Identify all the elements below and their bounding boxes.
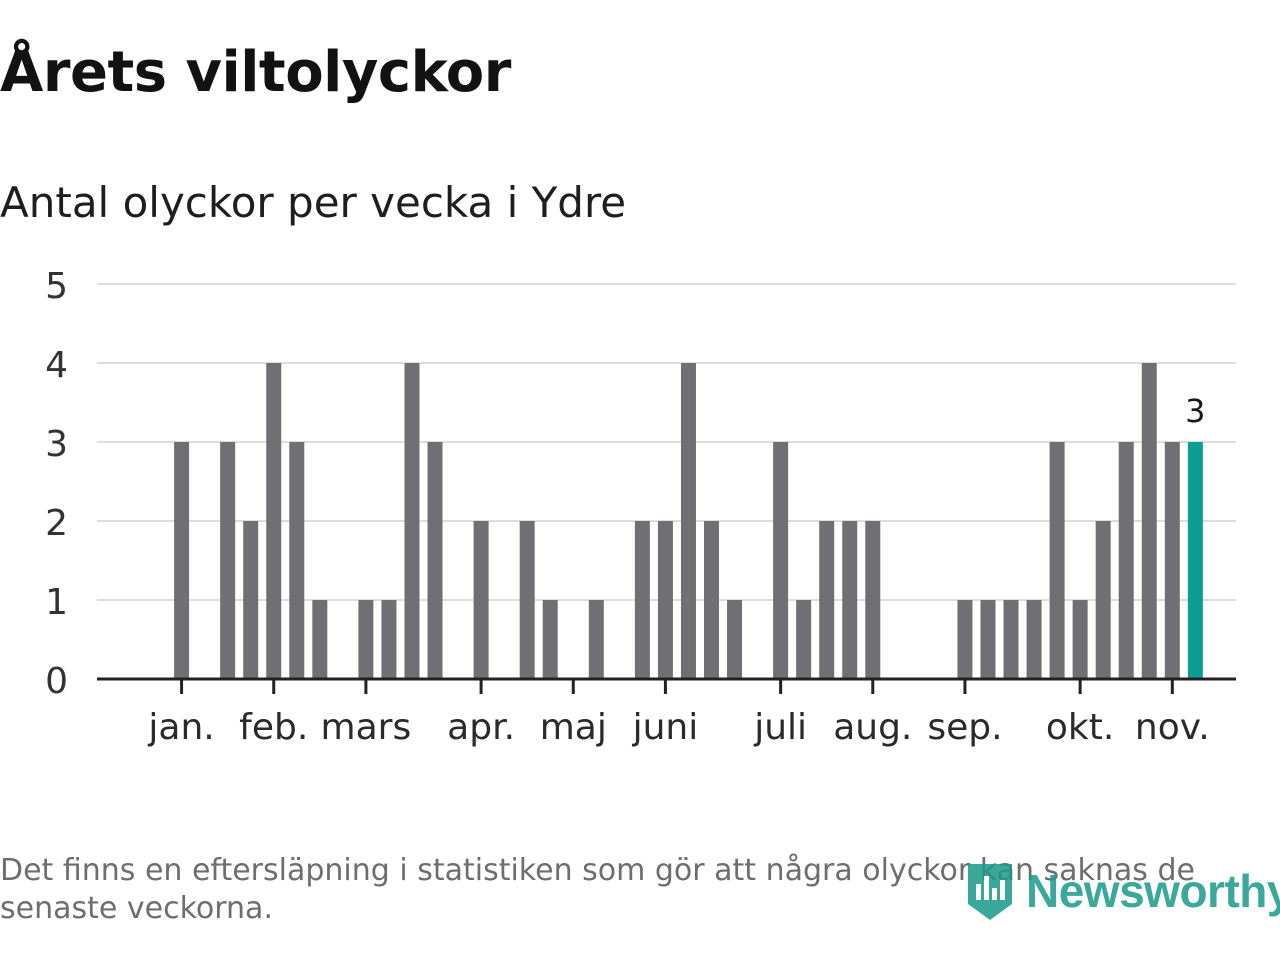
bar-week-39 — [1003, 600, 1019, 679]
bar-week-42 — [1072, 600, 1088, 679]
x-tick-label-juli: juli — [753, 707, 807, 748]
y-tick-label-3: 3 — [45, 424, 68, 465]
bar-week-9 — [312, 600, 328, 679]
x-tick-label-apr.: apr. — [447, 707, 515, 748]
bar-week-16 — [473, 521, 489, 679]
y-axis-ticks: 0 1 2 3 4 5 — [45, 266, 68, 702]
x-tick-label-sep.: sep. — [927, 707, 1002, 748]
bar-week-32 — [842, 521, 858, 679]
chart-title: Årets viltolyckor — [0, 40, 511, 105]
bars — [174, 363, 1203, 679]
bar-week-33 — [865, 521, 881, 679]
x-axis: jan. feb. mars apr. maj juni juli aug. sep. okt. n… — [97, 677, 1236, 748]
bar-week-23 — [634, 521, 650, 679]
newsworthy-bar-chart-icon — [968, 864, 1012, 920]
y-tick-label-5: 5 — [45, 266, 68, 307]
bar-week-19 — [542, 600, 558, 679]
data-labels: 3 — [1185, 392, 1205, 430]
newsworthy-logo: Newsworthy — [964, 858, 1280, 924]
bar-week-6 — [243, 521, 259, 679]
x-tick-label-nov.: nov. — [1135, 707, 1210, 748]
y-tick-label-0: 0 — [45, 661, 68, 702]
x-tick-label-feb.: feb. — [239, 707, 308, 748]
bar-week-21 — [588, 600, 604, 679]
bar-chart: 0 1 2 3 4 5 jan. feb. mars apr. maj juni juli aug. se… — [45, 266, 1236, 748]
x-tick-label-maj: maj — [540, 707, 607, 748]
x-tick-label-okt.: okt. — [1046, 707, 1114, 748]
bar-week-5 — [220, 442, 236, 679]
bar-week-7 — [266, 363, 282, 679]
bar-week-41 — [1049, 442, 1065, 679]
chart-subtitle: Antal olyckor per vecka i Ydre — [0, 178, 627, 227]
bar-week-37 — [957, 600, 973, 679]
bar-week-11 — [358, 600, 374, 679]
bar-week-40 — [1026, 600, 1042, 679]
logo-text: Newsworthy — [1026, 865, 1280, 917]
bar-week-29 — [773, 442, 789, 679]
bar-week-25 — [680, 363, 696, 679]
bar-week-44 — [1118, 442, 1134, 679]
x-tick-label-mars: mars — [321, 707, 412, 748]
bar-week-13 — [404, 363, 420, 679]
bar-week-46 — [1164, 442, 1180, 679]
bar-week-8 — [289, 442, 305, 679]
x-tick-label-juni: juni — [632, 707, 699, 748]
highlight-value-label: 3 — [1185, 392, 1205, 430]
bar-week-26 — [704, 521, 719, 679]
bar-week-3 — [174, 442, 190, 679]
bar-week-27 — [727, 600, 743, 679]
y-tick-label-1: 1 — [45, 582, 68, 623]
y-tick-label-2: 2 — [45, 503, 68, 544]
bar-week-24 — [657, 521, 673, 679]
bar-week-31 — [819, 521, 835, 679]
bar-week-14 — [427, 442, 443, 679]
x-tick-label-aug.: aug. — [833, 707, 912, 748]
bar-week-12 — [381, 600, 397, 679]
bar-week-30 — [796, 600, 812, 679]
bar-week-18 — [519, 521, 535, 679]
bar-week-38 — [980, 600, 996, 679]
x-tick-label-jan.: jan. — [147, 707, 214, 748]
bar-week-43 — [1095, 521, 1111, 679]
y-tick-label-4: 4 — [45, 345, 68, 386]
bar-highlight-week-47 — [1187, 442, 1203, 679]
bar-week-45 — [1141, 363, 1157, 679]
